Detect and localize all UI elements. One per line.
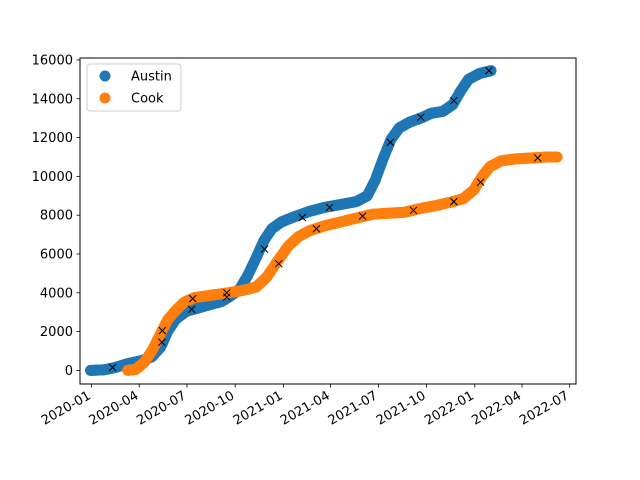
marker-austin	[449, 96, 458, 105]
marker-cook	[409, 206, 418, 215]
legend-swatch-austin	[99, 70, 111, 82]
y-tick-label: 10000	[32, 170, 73, 185]
legend: Austin Cook	[86, 63, 182, 112]
legend-swatch-cook	[99, 92, 111, 104]
marker-austin	[485, 66, 493, 75]
series-austin	[84, 65, 497, 376]
y-tick-label: 14000	[32, 92, 73, 107]
marker-cook	[274, 259, 283, 268]
marker-cook	[188, 294, 197, 303]
marker-austin	[386, 138, 395, 147]
y-tick-label: 8000	[40, 209, 73, 224]
marker-austin	[416, 113, 425, 122]
marker-cook	[158, 326, 167, 335]
marker-austin	[260, 245, 269, 253]
marker-layer	[108, 66, 542, 372]
marker-austin	[157, 338, 166, 347]
legend-label-cook: Cook	[131, 92, 164, 107]
marker-austin	[325, 203, 334, 212]
y-tick-label: 0	[65, 364, 73, 379]
plot-frame	[79, 57, 577, 385]
marker-cook	[449, 197, 458, 206]
y-axis: 0 2000 4000 6000 8000 10000 12000 14000 16000	[32, 53, 80, 379]
marker-austin	[108, 363, 117, 372]
legend-box	[86, 63, 182, 112]
y-tick-label: 16000	[32, 53, 73, 68]
marker-cook	[533, 154, 542, 162]
series-layer	[84, 65, 563, 376]
data-point-cook	[551, 151, 563, 163]
marker-cook	[476, 178, 485, 187]
y-tick-label: 2000	[40, 325, 73, 340]
marker-cook	[358, 212, 367, 221]
marker-austin	[298, 213, 307, 222]
y-tick-label: 12000	[32, 131, 73, 146]
marker-cook	[222, 288, 231, 297]
series-cook	[122, 151, 563, 376]
legend-label-austin: Austin	[131, 70, 172, 85]
marker-cook	[312, 224, 321, 233]
y-tick-label: 4000	[40, 286, 73, 301]
marker-austin	[187, 305, 196, 314]
y-tick-label: 6000	[40, 247, 73, 262]
data-point-austin	[485, 65, 497, 77]
